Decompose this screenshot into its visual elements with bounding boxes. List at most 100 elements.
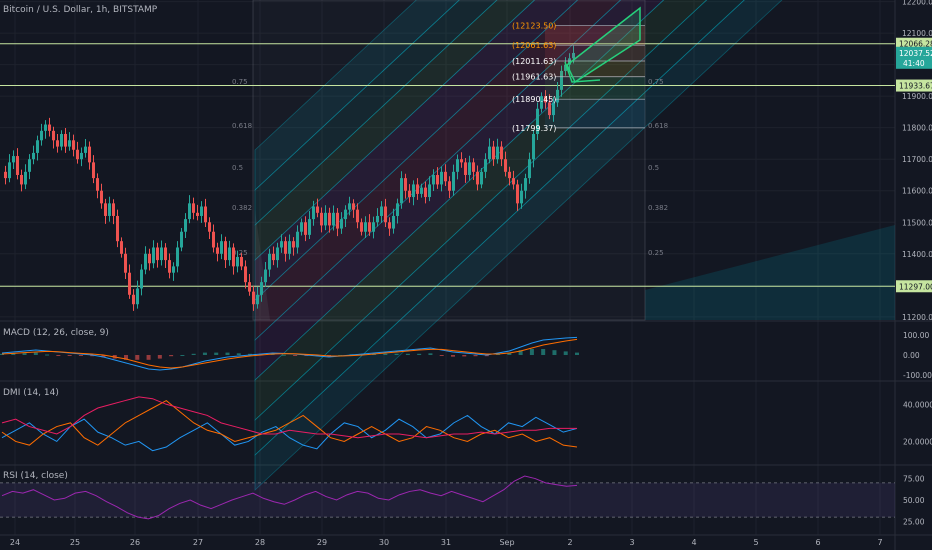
fib-box-label-0: (12123.50) bbox=[512, 22, 556, 31]
time-tick-13: 6 bbox=[815, 538, 820, 547]
candle-body-57 bbox=[228, 247, 231, 261]
dmi-tick-1: 20.0000 bbox=[903, 437, 932, 446]
candle-body-22 bbox=[88, 146, 91, 163]
candle-body-141 bbox=[564, 64, 567, 71]
candle-body-77 bbox=[308, 219, 311, 235]
candle-body-82 bbox=[328, 212, 331, 226]
level-tag-2 bbox=[896, 280, 932, 293]
candle-body-6 bbox=[24, 171, 27, 185]
channel-band-0 bbox=[254, 0, 460, 191]
candle-body-62 bbox=[248, 282, 251, 292]
price-axis[interactable]: 12200.0012100.0012000.0011900.0011800.00… bbox=[896, 0, 932, 322]
candle-body-116 bbox=[464, 162, 467, 175]
dmi-tick-0: 40.0000 bbox=[903, 400, 932, 409]
candle-body-30 bbox=[120, 241, 123, 254]
plus-di-line bbox=[1, 414, 578, 452]
macd-hist-47 bbox=[529, 349, 534, 355]
candle-body-85 bbox=[340, 219, 343, 229]
level-tag-1 bbox=[896, 79, 932, 92]
candle-body-44 bbox=[176, 247, 179, 267]
candle-body-53 bbox=[212, 231, 215, 248]
time-tick-6: 30 bbox=[379, 538, 389, 547]
candle-body-46 bbox=[184, 219, 187, 232]
candle-body-100 bbox=[400, 178, 403, 204]
macd-hist-25 bbox=[281, 354, 286, 356]
rsi-line bbox=[1, 475, 578, 520]
candle-body-142 bbox=[568, 58, 571, 65]
candle-body-104 bbox=[416, 184, 419, 194]
last-price-text: 12037.52 bbox=[899, 49, 932, 58]
candle-body-96 bbox=[384, 206, 387, 223]
candle-body-127 bbox=[508, 171, 511, 179]
candle-body-111 bbox=[444, 171, 447, 182]
candle-body-112 bbox=[448, 181, 451, 191]
candle-body-52 bbox=[208, 222, 211, 232]
fib-right-label-4: 0.25 bbox=[648, 249, 664, 257]
time-axis[interactable]: 24 25 26 27 28 29 30 31 Sep 2 3 4 5 6 7 bbox=[10, 538, 883, 547]
macd-hist-7 bbox=[78, 355, 83, 356]
candle-body-115 bbox=[460, 159, 463, 163]
fan-zone-right bbox=[645, 225, 895, 320]
candle-body-9 bbox=[36, 140, 39, 153]
candle-body-107 bbox=[428, 184, 431, 198]
macd-hist-39 bbox=[439, 355, 444, 356]
fib-box-label-5: (11799.37) bbox=[512, 124, 556, 133]
candle-body-84 bbox=[336, 212, 339, 229]
candle-body-35 bbox=[140, 269, 143, 289]
channel-band-7 bbox=[254, 0, 745, 456]
candle-body-76 bbox=[304, 222, 307, 235]
candle-body-120 bbox=[480, 171, 483, 185]
chart-title[interactable]: Bitcoin / U.S. Dollar, 1h, BITSTAMP bbox=[3, 5, 158, 15]
rsi-pane-title[interactable]: RSI (14, close) bbox=[3, 471, 68, 481]
candle-body-122 bbox=[488, 146, 491, 160]
candle-body-31 bbox=[124, 253, 127, 273]
candle-body-38 bbox=[152, 247, 155, 264]
price-tick-0: 12200.00 bbox=[902, 0, 932, 7]
candle-body-110 bbox=[440, 171, 443, 185]
candle-body-21 bbox=[84, 146, 87, 153]
fib-retracement-frame bbox=[252, 0, 646, 321]
macd-pane-title[interactable]: MACD (12, 26, close, 9) bbox=[3, 328, 109, 338]
candle-body-20 bbox=[80, 152, 83, 160]
candle-body-113 bbox=[452, 171, 455, 191]
rsi-tick-2: 25.00 bbox=[903, 517, 925, 526]
candle-body-50 bbox=[200, 206, 203, 216]
time-tick-8: Sep bbox=[499, 538, 514, 547]
candle-body-68 bbox=[272, 253, 275, 261]
fib-right-label-1: 0.618 bbox=[648, 122, 668, 130]
fib-left-label-1: 0.618 bbox=[232, 122, 252, 130]
dmi-pane-title[interactable]: DMI (14, 14) bbox=[3, 388, 59, 398]
candle-body-10 bbox=[40, 130, 43, 141]
level-tag-text-1: 11933.67 bbox=[899, 82, 932, 91]
candle-body-93 bbox=[372, 222, 375, 232]
last-price-tag bbox=[896, 46, 932, 69]
rsi-tick-0: 75.00 bbox=[903, 475, 925, 484]
fib-extension-box[interactable]: (12123.50) (12061.63) (12011.63) (11961.63)… bbox=[512, 6, 645, 133]
macd-hist-6 bbox=[67, 355, 72, 356]
candle-body-28 bbox=[112, 203, 115, 216]
candle-body-69 bbox=[276, 247, 279, 261]
candle-body-126 bbox=[504, 159, 507, 172]
candle-body-95 bbox=[380, 206, 383, 216]
candle-body-41 bbox=[164, 247, 167, 261]
candle-body-106 bbox=[424, 187, 427, 198]
candle-body-2 bbox=[8, 162, 11, 179]
fib-left-label-4: 0.25 bbox=[232, 249, 248, 257]
time-tick-11: 4 bbox=[691, 538, 696, 547]
candle-body-79 bbox=[316, 206, 319, 213]
candle-body-39 bbox=[156, 247, 159, 261]
candle-body-105 bbox=[420, 187, 423, 194]
candle-body-54 bbox=[216, 247, 219, 254]
candle-body-63 bbox=[252, 291, 255, 305]
time-tick-10: 3 bbox=[629, 538, 634, 547]
candle-body-23 bbox=[92, 162, 95, 179]
candle-body-130 bbox=[520, 190, 523, 204]
candle-body-25 bbox=[100, 190, 103, 204]
candle-body-78 bbox=[312, 206, 315, 220]
candle-body-128 bbox=[512, 178, 515, 185]
macd-hist-45 bbox=[507, 352, 512, 355]
candle-body-12 bbox=[48, 124, 51, 131]
candle-body-108 bbox=[432, 174, 435, 185]
adx-line bbox=[1, 396, 577, 439]
